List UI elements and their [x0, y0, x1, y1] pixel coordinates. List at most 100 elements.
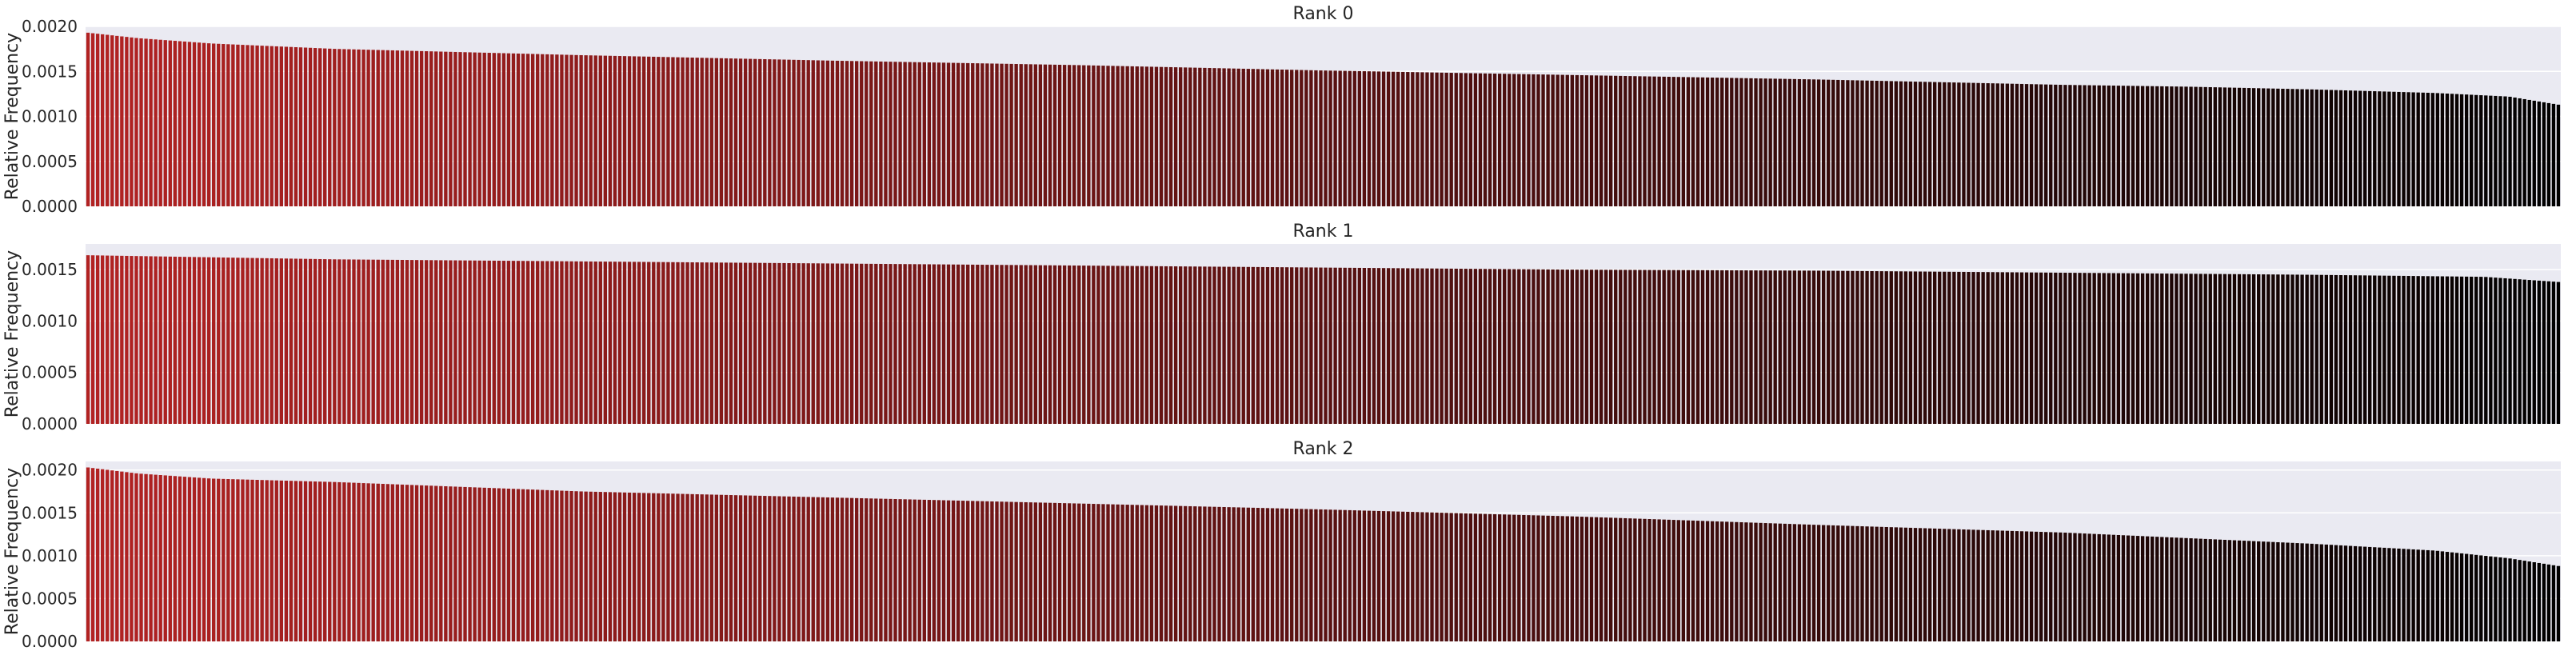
bar — [2470, 554, 2473, 641]
bar — [1131, 66, 1134, 206]
bar — [1406, 72, 1409, 206]
bar — [1890, 271, 1893, 424]
bar — [290, 47, 293, 206]
bar — [2266, 541, 2270, 641]
bar — [1020, 502, 1023, 641]
bar — [545, 490, 549, 641]
bar — [1571, 75, 1574, 206]
bar — [2039, 84, 2043, 206]
bar — [1851, 526, 1854, 641]
bar — [96, 255, 99, 424]
bar — [2320, 545, 2323, 641]
bar — [1551, 74, 1554, 206]
bar — [2209, 539, 2212, 641]
bar — [1585, 270, 1588, 424]
bar — [1865, 526, 1868, 641]
bar — [734, 495, 737, 641]
bar — [1652, 77, 1655, 206]
bar — [1344, 268, 1347, 424]
bar — [1817, 79, 1820, 206]
bar — [2363, 547, 2366, 641]
y-axis-label: Relative Frequency — [2, 468, 22, 635]
bar — [2290, 274, 2294, 424]
bar — [850, 264, 853, 424]
bar — [1242, 508, 1245, 641]
bar — [574, 262, 577, 424]
bar — [2533, 562, 2536, 641]
bar — [2431, 276, 2434, 424]
bar — [1092, 266, 1095, 424]
bar — [1348, 510, 1352, 641]
bar — [342, 482, 345, 641]
bar — [497, 489, 501, 641]
bar — [1295, 267, 1298, 424]
bar — [1831, 271, 1835, 424]
bar — [2199, 87, 2202, 206]
bar — [1411, 512, 1414, 641]
bar — [2373, 276, 2376, 424]
bar — [1034, 266, 1037, 424]
bar — [860, 498, 863, 641]
bar — [1885, 271, 1888, 424]
bar — [1890, 81, 1893, 206]
bar — [473, 261, 476, 424]
bar — [865, 264, 868, 424]
bar — [1126, 66, 1129, 206]
bar — [584, 492, 587, 641]
bar — [517, 489, 520, 641]
bar — [2165, 86, 2168, 206]
bar — [280, 46, 283, 206]
bar — [2011, 84, 2014, 206]
bar — [1647, 519, 1651, 641]
bar — [2035, 273, 2038, 424]
bar — [2455, 94, 2458, 206]
bar — [1604, 517, 1608, 641]
bar — [1971, 272, 1975, 424]
bar — [2141, 536, 2144, 641]
bar — [685, 494, 689, 641]
bar — [2344, 545, 2347, 641]
bar — [1338, 510, 1341, 641]
bar — [1628, 270, 1631, 424]
bar — [2184, 86, 2187, 206]
bar — [681, 494, 684, 641]
bar — [768, 263, 771, 424]
bar — [768, 59, 771, 206]
bar — [2092, 86, 2095, 206]
bar — [609, 492, 612, 641]
bar — [710, 58, 713, 206]
bar — [744, 495, 747, 641]
bar — [1904, 82, 1907, 206]
bar — [1933, 82, 1936, 206]
bar — [2155, 537, 2159, 641]
bar — [1101, 66, 1104, 206]
bar — [188, 257, 191, 424]
bar — [681, 262, 684, 424]
bar — [1304, 267, 1308, 424]
bar — [1788, 270, 1791, 424]
bar — [584, 262, 587, 424]
bar — [1822, 525, 1825, 641]
bar — [1647, 270, 1651, 424]
bar — [1460, 513, 1463, 641]
bar — [1435, 269, 1438, 424]
bar — [1169, 505, 1172, 641]
bar — [2290, 543, 2294, 641]
bar — [1623, 518, 1627, 641]
bar — [521, 54, 525, 206]
bar — [1096, 504, 1100, 641]
bar — [2015, 273, 2019, 424]
bar — [637, 493, 641, 641]
bar — [1720, 521, 1723, 641]
bar — [2358, 546, 2362, 641]
bar — [1667, 77, 1671, 206]
bar — [729, 495, 733, 641]
bar — [850, 498, 853, 641]
bar — [1628, 518, 1631, 641]
bar — [589, 262, 593, 424]
bar — [1009, 502, 1012, 641]
bar — [536, 54, 539, 206]
bar — [2406, 92, 2410, 206]
bar — [1609, 270, 1612, 424]
bar — [2460, 553, 2463, 641]
